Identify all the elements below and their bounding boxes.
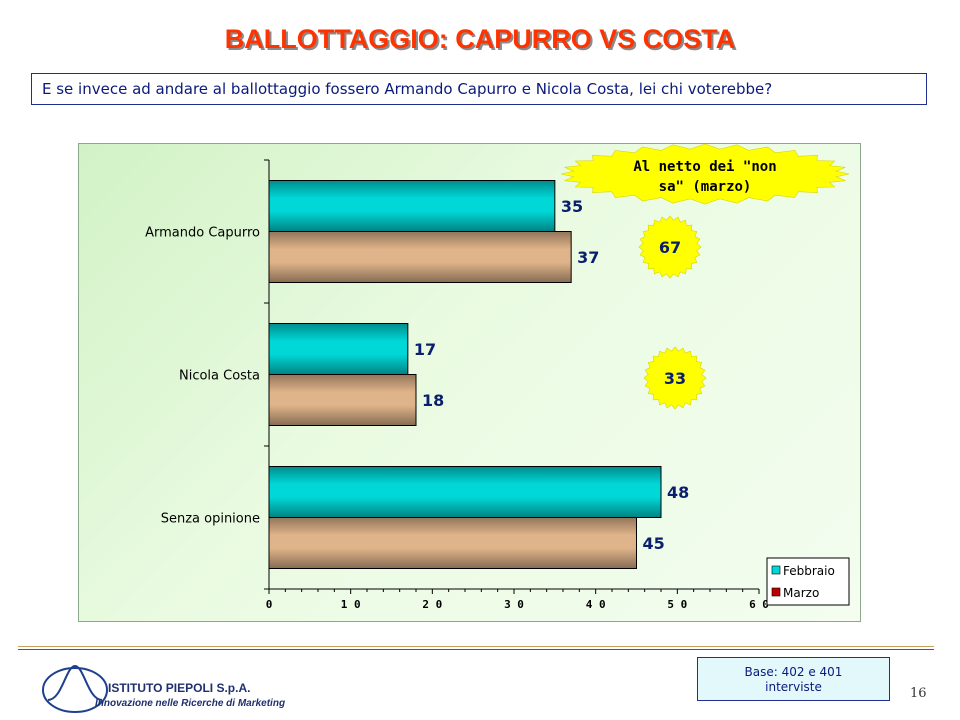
data-label: 48 [667,483,689,502]
legend-swatch [771,587,781,597]
bar-febbraio [268,466,662,518]
net-value-starburst [638,215,702,279]
x-tick-label: 3 0 [504,598,524,611]
legend-label: Marzo [783,586,819,600]
callout-starburst [560,144,850,205]
page-title: BALLOTTAGGIO: CAPURRO VS COSTA [224,24,736,54]
net-value-starburst [643,346,707,410]
bar-marzo [268,374,417,426]
bar-febbraio [268,323,409,375]
data-label: 18 [422,391,444,410]
callout-text: sa" (marzo) [659,179,752,195]
piepoli-logo-icon [42,664,108,713]
net-value-label: 67 [659,238,681,257]
chart-panel: 0 1 0 2 0 3 0 4 0 5 0 6 0 Armando Capurro 35 37 Ni… [78,143,861,622]
category-label: Senza opinione [161,512,260,527]
company-tagline: Innovazione nelle Ricerche di Marketing [95,698,286,709]
category-label: Nicola Costa [179,369,260,384]
net-value-label: 33 [664,369,686,388]
page-number: 16 [910,686,927,701]
data-label: 35 [561,197,583,216]
sample-base-line: Base: 402 e 401 [744,665,843,679]
x-tick-label: 0 [266,598,273,611]
bar-marzo [268,231,572,283]
x-tick-label: 5 0 [667,598,687,611]
footer-divider-accent [18,649,934,650]
sample-base-box: Base: 402 e 401 interviste [697,657,890,701]
company-name: ISTITUTO PIEPOLI S.p.A. [108,681,251,695]
data-label: 45 [643,534,665,553]
legend-swatch [771,565,781,575]
callout-text: Al netto dei "non [633,159,776,175]
bar-chart: 0 1 0 2 0 3 0 4 0 5 0 6 0 Armando Capurro 35 37 Ni… [145,144,850,611]
sample-base-line: interviste [765,680,822,694]
x-tick-label: 2 0 [422,598,442,611]
x-tick-label: 6 0 [749,598,769,611]
data-label: 17 [414,340,436,359]
bar-marzo [268,517,637,569]
question-box: E se invece ad andare al ballottaggio fo… [31,73,927,105]
legend-label: Febbraio [783,564,835,578]
footer-divider [18,646,934,647]
category-label: Armando Capurro [145,226,260,241]
data-label: 37 [577,248,599,267]
x-tick-label: 1 0 [341,598,361,611]
bar-febbraio [268,180,556,232]
x-tick-label: 4 0 [586,598,606,611]
legend [766,557,850,606]
